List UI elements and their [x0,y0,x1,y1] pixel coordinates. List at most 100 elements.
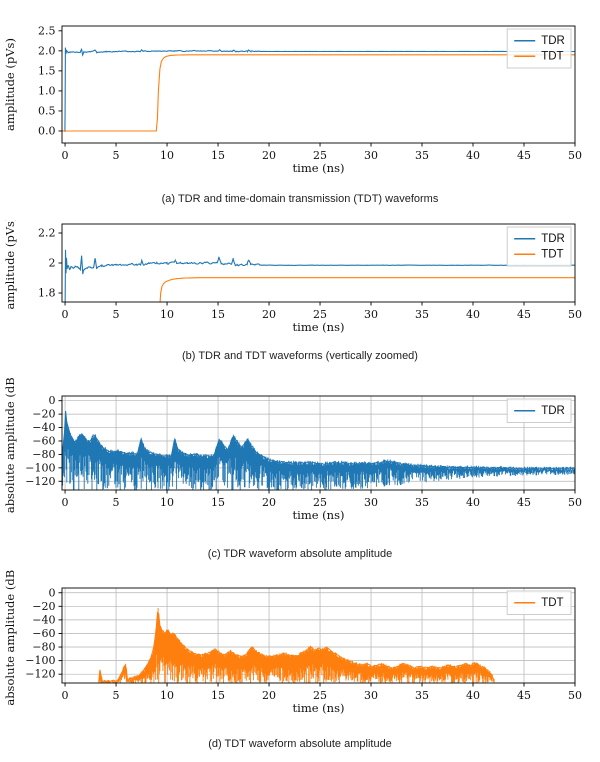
series-tdr-band [62,411,575,490]
x-tick-label: 25 [313,689,327,702]
series-group [64,249,575,303]
x-tick-label: 15 [211,149,225,162]
series-tdt-envelope [98,611,494,683]
x-tick-label: 35 [415,496,429,509]
y-tick-label: 2.0 [38,44,56,57]
chart-d-canvas: 0 5 10 15 20 25 30 35 40 45 500−20−40−60−80−100−12… [3,570,582,715]
x-tick-label: 25 [313,149,327,162]
x-tick-label: 40 [466,496,480,509]
series-tdt-trace [62,54,575,132]
y-tick-label: 0.5 [38,104,56,117]
grid-lines [62,396,576,490]
x-tick-label: 5 [113,689,120,702]
chart-c-caption: (c) TDR waveform absolute amplitude [207,548,393,560]
y-tick-label: −60 [32,627,55,640]
y-tick-label: −40 [32,421,55,434]
legend-entry-tdr: TDR [514,35,565,47]
y-tick-label: 1.5 [38,64,56,77]
y-tick-label: −60 [32,434,55,447]
legend-entry-tdt: TDT [514,248,564,260]
y-tick-label: 1.0 [38,84,56,97]
x-tick-label: 50 [568,689,582,702]
x-tick-label: 35 [415,689,429,702]
x-tick-label: 25 [313,496,327,509]
y-tick-label: −120 [25,475,55,488]
x-tick-label: 0 [62,149,69,162]
x-tick-label: 15 [211,689,225,702]
legend-box [506,590,572,615]
chart-c-canvas: 0 5 10 15 20 25 30 35 40 45 500−20−40−60−80−100−12… [3,378,582,522]
legend: TDR TDT [506,226,572,267]
y-axis-label: amplitude (pVs) [3,220,17,309]
y-tick-label: 1.8 [38,287,56,300]
x-tick-label: 25 [313,308,327,321]
x-tick-label: 0 [62,689,69,702]
x-axis-ticks: 0 5 10 15 20 25 30 35 40 45 50 [62,683,582,702]
x-tick-label: 30 [364,149,378,162]
y-axis-ticks: 0−20−40−60−80−100−120 [25,586,62,681]
x-tick-label: 5 [113,308,120,321]
x-tick-label: 20 [262,689,276,702]
x-axis-label: time (ns) [293,320,345,334]
x-tick-label: 50 [568,149,582,162]
y-tick-label: −20 [32,408,55,421]
series-tdr-trace [62,47,575,133]
x-axis-ticks: 0 5 10 15 20 25 30 35 40 45 50 [62,490,582,509]
x-tick-label: 30 [364,496,378,509]
y-tick-label: −80 [32,448,55,461]
series-tdr-envelope [62,410,575,471]
x-tick-label: 10 [160,496,174,509]
x-tick-label: 10 [160,308,174,321]
legend: TDR TDT [506,28,572,69]
series-group [62,410,575,490]
chart-b-canvas: 0 5 10 15 20 25 30 35 40 45 50 1.8 2 2.2 time (ns) ampl… [3,220,582,334]
x-tick-label: 35 [415,308,429,321]
legend-entry-tdt: TDT [514,50,564,62]
y-axis-label: absolute amplitude (dB) [3,570,17,706]
y-tick-label: 2.5 [38,24,56,37]
x-tick-label: 40 [466,149,480,162]
chart-b-caption: (b) TDR and TDT waveforms (vertically zo… [182,350,418,362]
x-tick-label: 5 [113,149,120,162]
x-tick-label: 40 [466,308,480,321]
y-tick-label: −80 [32,641,55,654]
plot-frame [61,587,576,684]
x-tick-label: 45 [517,308,531,321]
x-tick-label: 50 [568,496,582,509]
y-axis-ticks: 1.8 2 2.2 [38,227,62,300]
x-axis-label: time (ns) [293,508,345,522]
x-tick-label: 5 [113,496,120,509]
legend-label: TDT [541,248,563,260]
legend-label: TDR [541,35,565,47]
x-axis-ticks: 0 5 10 15 20 25 30 35 40 45 50 [62,302,582,321]
y-tick-label: −100 [25,654,55,667]
y-axis-label: amplitude (pVs) [3,38,17,131]
series-group [98,608,495,683]
x-tick-label: 10 [160,689,174,702]
x-tick-label: 50 [568,308,582,321]
x-tick-label: 20 [262,308,276,321]
x-tick-label: 30 [364,308,378,321]
chart-a-canvas: 0 5 10 15 20 25 30 35 40 45 50 0.0 0.5 1.0 1.5 2.0 2.5 ti… [3,24,582,175]
x-tick-label: 35 [415,149,429,162]
legend-entry-tdt: TDT [514,597,564,609]
y-tick-label: −100 [25,461,55,474]
x-tick-label: 0 [62,308,69,321]
x-axis-label: time (ns) [293,701,345,715]
legend-label: TDR [541,405,565,417]
legend-label: TDT [541,50,563,62]
series-tdt-trace [159,277,575,303]
legend: TDR [506,398,572,423]
y-tick-label: 0 [49,394,56,407]
x-tick-label: 0 [62,496,69,509]
y-axis-ticks: 0.0 0.5 1.0 1.5 2.0 2.5 [38,24,62,137]
x-tick-label: 45 [517,149,531,162]
x-axis-ticks: 0 5 10 15 20 25 30 35 40 45 50 [62,143,582,162]
x-tick-label: 15 [211,308,225,321]
y-tick-label: −20 [32,600,55,613]
x-tick-label: 45 [517,689,531,702]
x-tick-label: 45 [517,496,531,509]
legend: TDT [506,590,572,615]
series-group [62,47,575,133]
